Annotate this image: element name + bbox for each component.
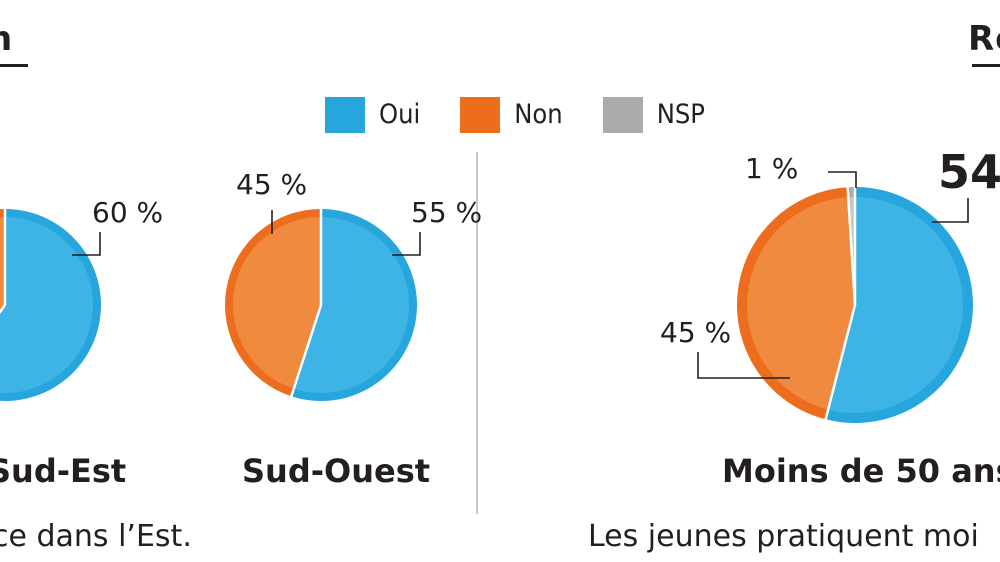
section-title-left-underline <box>0 64 28 67</box>
section-title-right: Ré <box>968 19 1000 59</box>
leader-sud-ouest-oui <box>392 232 421 256</box>
sud-ouest-slice-non-inner <box>232 217 321 389</box>
legend-swatch-nsp <box>602 97 643 133</box>
sud-est-slice-oui-inner <box>0 217 93 393</box>
section-divider <box>476 152 478 514</box>
legend-swatch-oui <box>325 97 365 133</box>
legend-item-oui: Oui <box>325 97 420 133</box>
sud-ouest-slice-oui-inner <box>294 217 409 393</box>
moins-de-50-ans-separator <box>824 304 857 420</box>
label-moins50-non: 45 % <box>660 316 732 349</box>
leader-sud-est-oui <box>72 232 101 256</box>
label-moins50-oui: 54 <box>938 145 1000 199</box>
legend-label-oui: Oui <box>379 99 421 130</box>
sud-ouest-separator <box>290 304 323 397</box>
leader-moins50-nsp <box>828 171 857 188</box>
leader-moins50-non <box>697 352 790 379</box>
label-sud-ouest-non: 45 % <box>236 168 308 201</box>
label-sud-ouest-oui: 55 % <box>411 196 483 229</box>
legend-item-nsp: NSP <box>602 97 705 133</box>
left-body-text: ce dans l’Est. <box>0 519 192 554</box>
leader-moins50-oui <box>932 198 969 223</box>
caption-sud-ouest: Sud-Ouest <box>242 452 431 490</box>
label-sud-est-oui: 60 % <box>92 196 164 229</box>
caption-sud-est: Sud-Est <box>0 452 127 490</box>
legend-label-nsp: NSP <box>656 99 705 130</box>
label-moins50-nsp: 1 % <box>745 152 799 185</box>
legend-item-non: Non <box>460 97 563 133</box>
moins-de-50-ans-slice-non-inner <box>747 197 855 410</box>
legend: Oui Non NSP <box>325 95 745 135</box>
moins-de-50-ans-separator <box>846 187 857 306</box>
section-title-right-underline <box>972 64 1000 67</box>
right-body-text: Les jeunes pratiquent moi <box>588 519 979 554</box>
caption-moins-50-ans: Moins de 50 ans <box>722 452 1000 490</box>
moins-de-50-ans-slice-oui-inner <box>829 197 964 414</box>
legend-label-non: Non <box>514 99 563 130</box>
legend-swatch-non <box>460 97 501 133</box>
section-title-left: n <box>0 19 14 59</box>
